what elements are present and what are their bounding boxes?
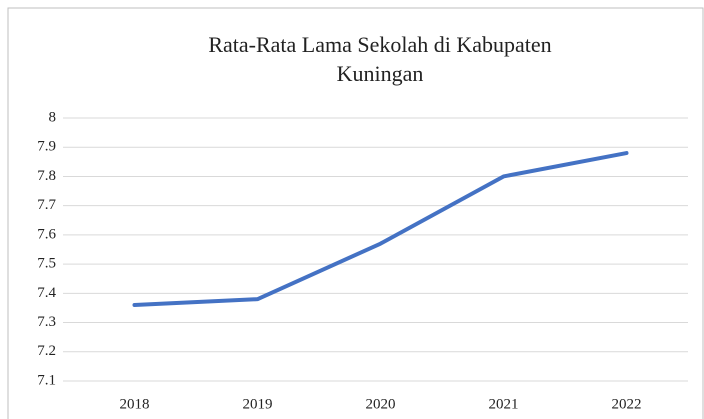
chart-title: Rata-Rata Lama Sekolah di Kabupaten Kuni… <box>208 32 552 86</box>
y-tick-label: 7.8 <box>37 168 56 184</box>
y-tick-label: 7.7 <box>37 197 56 213</box>
y-tick-label: 7.3 <box>37 314 56 330</box>
y-tick-label: 7.2 <box>37 343 56 359</box>
y-tick-label: 7.5 <box>37 256 56 272</box>
x-tick-label: 2018 <box>120 396 150 412</box>
x-tick-label: 2019 <box>243 396 273 412</box>
x-tick-label: 2022 <box>612 396 642 412</box>
y-tick-label: 7.1 <box>37 372 56 388</box>
y-tick-label: 8 <box>49 109 57 125</box>
x-tick-label: 2021 <box>489 396 519 412</box>
x-tick-label: 2020 <box>366 396 396 412</box>
y-tick-label: 7.9 <box>37 139 56 155</box>
y-tick-label: 7.4 <box>37 285 56 301</box>
chart-border <box>7 7 704 419</box>
y-tick-label: 7.6 <box>37 226 56 242</box>
data-line <box>132 151 629 308</box>
